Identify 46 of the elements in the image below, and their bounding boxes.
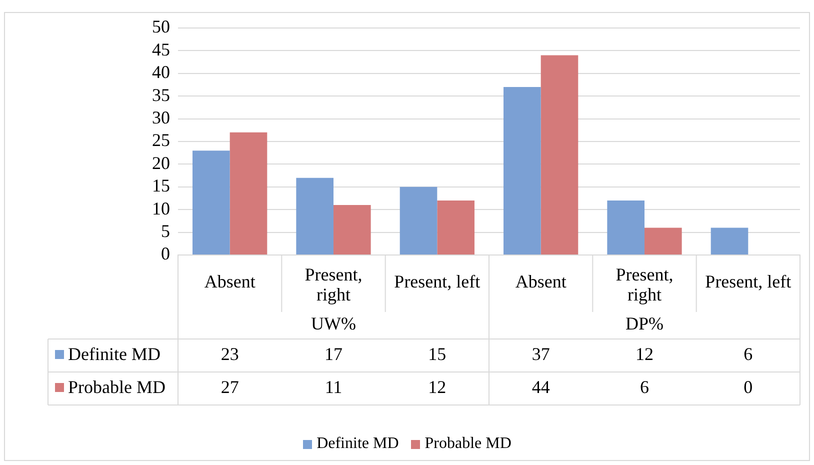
- legend-label: Probable MD: [68, 377, 166, 398]
- data-label: 11: [324, 377, 342, 398]
- bar: [400, 186, 438, 254]
- x-tick-label: Present, left: [705, 272, 792, 292]
- data-label: 44: [532, 377, 550, 398]
- legend-label: Definite MD: [68, 344, 160, 364]
- data-label: 27: [220, 377, 239, 398]
- y-tick-label: 20: [152, 152, 170, 173]
- text: DP%: [625, 314, 664, 334]
- x-tick-label: Present, right: [304, 264, 362, 305]
- data-label: 37: [532, 344, 550, 364]
- data-label: 12: [636, 344, 654, 364]
- text: Probable MD: [424, 435, 512, 452]
- y-tick-label: 25: [152, 130, 170, 150]
- x-tick-label: Absent: [204, 272, 256, 292]
- data-label: 6: [744, 344, 753, 364]
- bar: [710, 228, 748, 254]
- y-tick-label: 0: [161, 244, 170, 264]
- y-tick-label: 30: [152, 108, 170, 128]
- bar: [540, 55, 578, 254]
- y-tick-label: 45: [152, 39, 170, 60]
- bar: [334, 205, 371, 254]
- data-label: 6: [640, 377, 649, 398]
- y-tick-label: 10: [152, 198, 170, 218]
- bar: [437, 200, 474, 254]
- data-label: 15: [428, 344, 446, 364]
- y-tick-label: 15: [152, 176, 170, 196]
- data-label: 23: [220, 344, 239, 364]
- bar: [644, 228, 682, 254]
- y-tick-label: 5: [161, 221, 170, 242]
- bar: [607, 200, 644, 254]
- bar: [296, 178, 334, 254]
- data-label: 12: [428, 377, 446, 398]
- bar: [230, 132, 268, 254]
- x-tick-label: Present, right: [616, 264, 674, 305]
- y-tick-label: 35: [152, 84, 170, 105]
- y-tick-label: 50: [152, 16, 170, 37]
- data-label: 0: [744, 377, 753, 398]
- y-tick-label: 40: [152, 62, 170, 82]
- text: UW%: [311, 314, 356, 334]
- text: Definite MD: [316, 435, 399, 452]
- bar: [192, 150, 230, 254]
- data-label: 17: [324, 344, 342, 364]
- x-tick-label: Present, left: [394, 272, 480, 292]
- bar: [504, 87, 541, 254]
- x-tick-label: Absent: [515, 272, 566, 292]
